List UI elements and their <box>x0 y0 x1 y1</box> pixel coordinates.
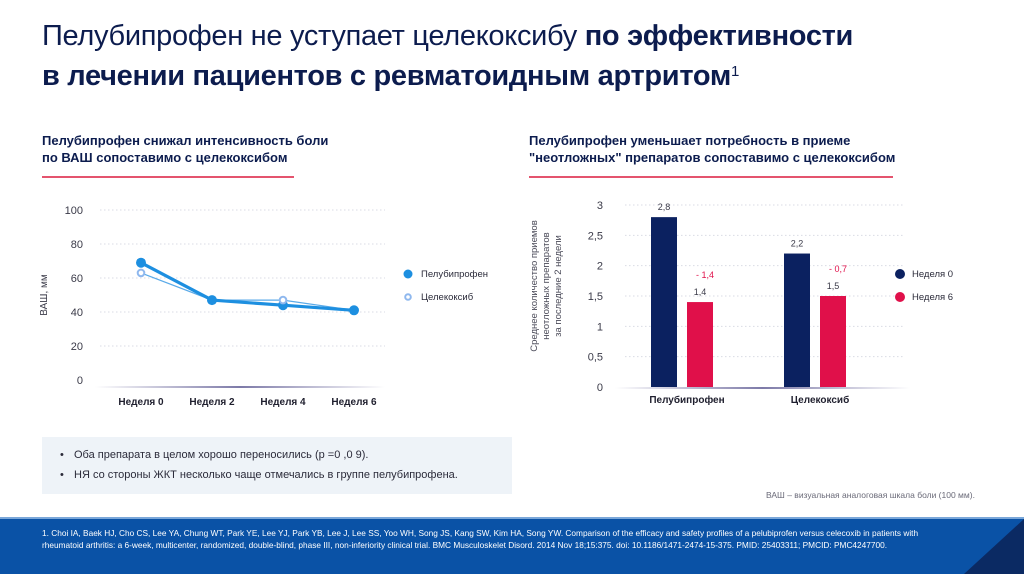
y-tick-label: 2,5 <box>588 230 603 242</box>
data-point-celecoxib <box>278 295 288 305</box>
y-tick-label: 20 <box>71 341 83 353</box>
y-axis-label: ВАШ, мм <box>39 274 50 316</box>
slide-title: Пелубипрофен не уступает целекоксибу по … <box>42 16 1002 96</box>
vas-definition-note: ВАШ – визуальная аналоговая шкала боли (… <box>766 490 975 500</box>
bar-week0 <box>784 253 810 387</box>
bar-value-label: 1,4 <box>694 287 707 297</box>
legend-label: Пелубипрофен <box>421 269 488 280</box>
title-bold-part-2: в лечении пациентов с ревматоидным артри… <box>42 60 732 92</box>
footer-top-line <box>0 517 1024 519</box>
note-item: НЯ со стороны ЖКТ несколько чаще отмечал… <box>60 465 512 485</box>
title-footnote-marker: 1 <box>731 63 740 80</box>
legend-marker-week0 <box>895 269 905 279</box>
legend-label: Неделя 0 <box>912 269 953 280</box>
title-light-part: Пелубипрофен не уступает целекоксибу <box>42 20 585 52</box>
footer-corner-decoration <box>964 519 1024 574</box>
legend-marker-celecoxib <box>404 293 412 301</box>
x-tick-label: Неделя 2 <box>189 397 235 408</box>
x-tick-label: Неделя 6 <box>331 397 377 408</box>
x-tick-label: Целекоксиб <box>791 394 850 406</box>
y-tick-label: 80 <box>71 239 83 251</box>
right-heading-line2: "неотложных" препаратов сопоставимо с це… <box>529 150 896 165</box>
series-line-pelubiprofen <box>140 261 355 312</box>
legend-marker-week6 <box>895 292 905 302</box>
note-item: Оба препарата в целом хорошо переносилис… <box>60 445 512 465</box>
y-axis-label-line: Среднее количество приемов <box>529 220 540 351</box>
bar-value-label: 2,8 <box>658 202 671 212</box>
y-tick-label: 3 <box>597 200 603 212</box>
y-tick-label: 1,5 <box>588 291 603 303</box>
left-heading-line2: по ВАШ сопоставимо с целекоксибом <box>42 150 288 165</box>
y-tick-label: 0 <box>597 382 603 394</box>
bar-value-label: 1,5 <box>827 281 840 291</box>
legend-label: Целекоксиб <box>421 292 474 303</box>
y-tick-label: 2 <box>597 261 603 273</box>
footer: 1. Choi IA, Baek HJ, Cho CS, Lee YA, Chu… <box>0 519 1024 574</box>
data-point-pelubiprofen <box>136 257 146 268</box>
x-axis-line <box>615 387 910 389</box>
difference-annotation: - 1,4 <box>696 270 714 280</box>
vas-line-chart: 0 20 40 60 80 100 ВАШ, мм Неделя 0 Неделя 2 Недел… <box>39 205 488 408</box>
x-axis-line <box>95 386 385 388</box>
y-tick-label: 0 <box>77 375 83 387</box>
data-point-celecoxib <box>136 268 146 278</box>
data-point-pelubiprofen <box>207 295 217 306</box>
bar-value-label: 2,2 <box>791 239 804 249</box>
x-tick-label: Пелубипрофен <box>649 394 724 406</box>
y-axis-label-line: неотложных препаратов <box>541 232 552 339</box>
footer-reference: 1. Choi IA, Baek HJ, Cho CS, Lee YA, Chu… <box>42 528 919 550</box>
y-axis-label-line: за последние 2 недели <box>553 235 564 337</box>
y-tick-label: 0,5 <box>588 352 603 364</box>
bar-week0 <box>651 217 677 387</box>
data-point-pelubiprofen <box>349 305 359 316</box>
left-heading-line1: Пелубипрофен снижал интенсивность боли <box>42 133 329 148</box>
x-tick-label: Неделя 4 <box>260 397 306 408</box>
series-line-celecoxib <box>140 272 355 311</box>
right-heading-rule <box>529 176 893 178</box>
y-tick-label: 1 <box>597 321 603 333</box>
y-tick-label: 40 <box>71 307 83 319</box>
bar-week6 <box>687 302 713 387</box>
title-bold-part-1: по эффективности <box>584 20 854 52</box>
legend-label: Неделя 6 <box>912 292 953 303</box>
right-section-heading: Пелубипрофен уменьшает потребность в при… <box>529 132 895 166</box>
left-section-heading: Пелубипрофен снижал интенсивность боли п… <box>42 132 328 166</box>
notes-box: Оба препарата в целом хорошо переносилис… <box>42 437 512 494</box>
right-heading-line1: Пелубипрофен уменьшает потребность в при… <box>529 133 851 148</box>
y-tick-label: 100 <box>65 205 83 217</box>
bar-week6 <box>820 296 846 387</box>
legend-marker-pelubiprofen <box>403 269 413 279</box>
x-tick-label: Неделя 0 <box>118 397 164 408</box>
left-heading-rule <box>42 176 294 178</box>
y-tick-label: 60 <box>71 273 83 285</box>
rescue-medication-bar-chart: 0 0,5 1 1,5 2 2,5 3 Среднее количество приемов н… <box>529 200 953 406</box>
difference-annotation: - 0,7 <box>829 264 847 274</box>
